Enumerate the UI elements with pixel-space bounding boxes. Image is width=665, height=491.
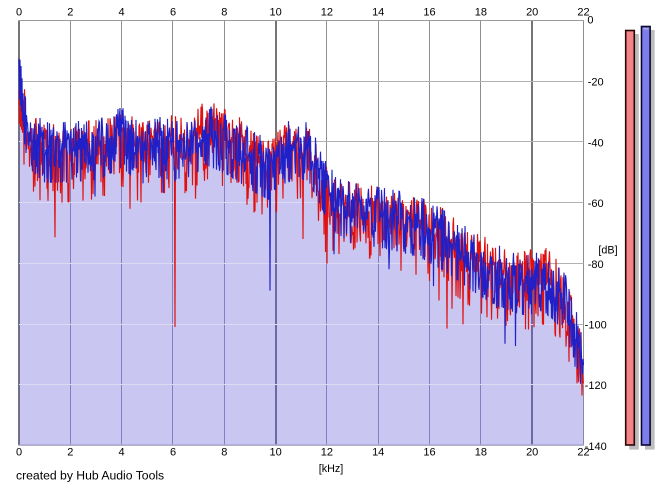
svg-text:14: 14	[372, 7, 384, 19]
svg-text:-40: -40	[588, 137, 604, 149]
svg-text:-120: -120	[585, 380, 607, 392]
svg-text:16: 16	[423, 7, 435, 19]
svg-text:10: 10	[269, 7, 281, 19]
svg-text:2: 2	[67, 7, 73, 19]
svg-text:8: 8	[221, 446, 227, 458]
svg-text:10: 10	[269, 446, 281, 458]
svg-text:12: 12	[321, 7, 333, 19]
svg-text:0: 0	[587, 15, 593, 27]
svg-text:22: 22	[577, 446, 589, 458]
svg-text:-80: -80	[588, 259, 604, 271]
svg-text:0: 0	[16, 446, 22, 458]
svg-text:4: 4	[119, 446, 125, 458]
svg-text:[dB]: [dB]	[598, 245, 617, 257]
svg-text:20: 20	[526, 7, 538, 19]
svg-text:18: 18	[475, 446, 487, 458]
svg-text:18: 18	[475, 7, 487, 19]
svg-text:-100: -100	[585, 320, 607, 332]
svg-text:[kHz]: [kHz]	[319, 463, 344, 475]
svg-text:2: 2	[67, 446, 73, 458]
svg-text:8: 8	[221, 7, 227, 19]
svg-text:-20: -20	[588, 77, 604, 89]
svg-text:-140: -140	[585, 441, 607, 453]
svg-text:12: 12	[321, 446, 333, 458]
svg-text:6: 6	[170, 446, 176, 458]
svg-text:4: 4	[119, 7, 125, 19]
svg-text:0: 0	[16, 7, 22, 19]
svg-text:20: 20	[526, 446, 538, 458]
svg-text:14: 14	[372, 446, 384, 458]
svg-text:22: 22	[577, 7, 589, 19]
svg-text:6: 6	[170, 7, 176, 19]
svg-text:created by Hub Audio Tools: created by Hub Audio Tools	[16, 468, 164, 482]
svg-text:-60: -60	[588, 198, 604, 210]
svg-text:16: 16	[423, 446, 435, 458]
